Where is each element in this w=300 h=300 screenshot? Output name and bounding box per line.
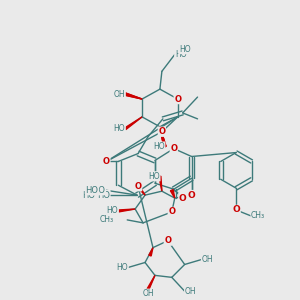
Text: OH: OH xyxy=(114,90,125,99)
Text: HO: HO xyxy=(97,190,110,200)
Polygon shape xyxy=(149,248,153,256)
Text: OH: OH xyxy=(185,287,196,296)
Text: OH: OH xyxy=(202,255,213,264)
Text: HO: HO xyxy=(153,142,165,151)
Text: O: O xyxy=(174,94,181,103)
Text: CH₃: CH₃ xyxy=(251,212,265,220)
Text: HO: HO xyxy=(82,190,95,200)
Text: HO: HO xyxy=(114,124,125,133)
Text: O: O xyxy=(179,194,187,202)
Polygon shape xyxy=(118,209,135,212)
Polygon shape xyxy=(125,93,142,99)
Text: HO: HO xyxy=(92,186,105,195)
Text: HO: HO xyxy=(107,206,118,215)
Text: CH₃: CH₃ xyxy=(99,215,113,224)
Polygon shape xyxy=(159,176,162,191)
Polygon shape xyxy=(147,275,155,290)
Text: O: O xyxy=(232,206,240,214)
Text: O: O xyxy=(164,236,171,245)
Text: HO: HO xyxy=(85,186,98,195)
Polygon shape xyxy=(137,185,145,195)
Text: HO: HO xyxy=(117,263,128,272)
Text: O: O xyxy=(168,208,175,217)
Text: OH: OH xyxy=(142,289,154,298)
Polygon shape xyxy=(125,117,142,130)
Polygon shape xyxy=(160,127,166,147)
Text: O: O xyxy=(170,144,177,153)
Text: HO: HO xyxy=(148,172,160,181)
Text: O: O xyxy=(135,182,142,191)
Text: HO: HO xyxy=(179,45,190,54)
Polygon shape xyxy=(170,190,175,198)
Text: HO: HO xyxy=(175,50,186,59)
Polygon shape xyxy=(160,127,166,147)
Text: O: O xyxy=(158,127,165,136)
Polygon shape xyxy=(125,93,142,99)
Text: O: O xyxy=(188,190,196,200)
Polygon shape xyxy=(160,127,166,147)
Text: O: O xyxy=(103,157,110,166)
